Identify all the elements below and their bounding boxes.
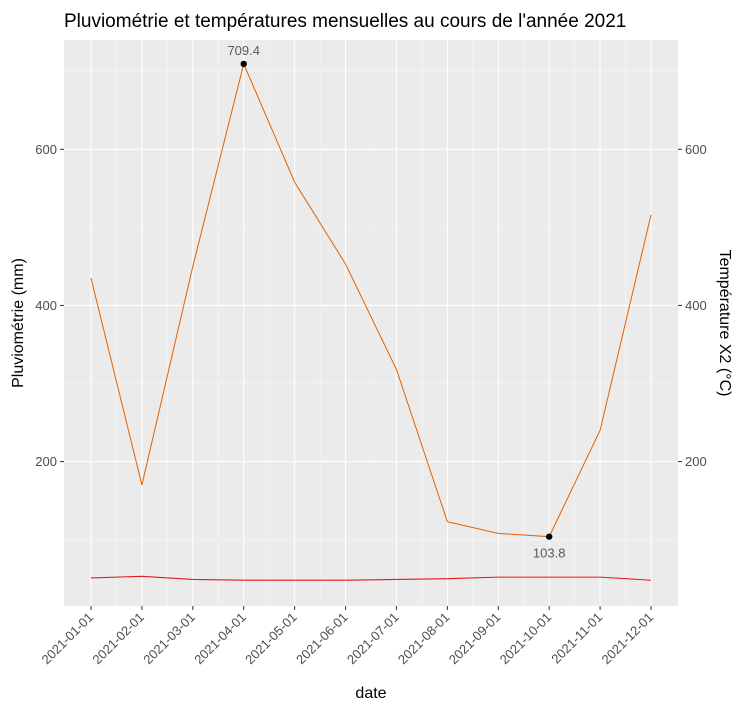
- y-tick-label: 400: [35, 298, 57, 313]
- x-tick-label: 2021-08-01: [395, 610, 453, 668]
- series-line-0: [90, 62, 652, 538]
- annotation-label: 709.4: [227, 43, 260, 58]
- x-tick-label: 2021-02-01: [89, 610, 147, 668]
- x-tick-label: 2021-10-01: [497, 610, 555, 668]
- x-tick-label: 2021-01-01: [38, 610, 96, 668]
- series-line-1: [90, 575, 652, 581]
- x-tick-label: 2021-12-01: [598, 610, 656, 668]
- x-tick-label: 2021-04-01: [191, 610, 249, 668]
- x-tick-label: 2021-05-01: [242, 610, 300, 668]
- y-tick-label: 600: [35, 142, 57, 157]
- x-tick-label: 2021-09-01: [446, 610, 504, 668]
- y2-tick-label: 600: [685, 142, 707, 157]
- annotation-point: [240, 60, 247, 68]
- y2-axis-title: Température X2 (°C): [716, 250, 733, 397]
- y-axis-title: Pluviométrie (mm): [10, 258, 27, 388]
- x-tick-label: 2021-06-01: [293, 610, 351, 668]
- x-tick-label: 2021-03-01: [140, 610, 198, 668]
- annotation-label: 103.8: [533, 546, 566, 561]
- chart-title: Pluviométrie et températures mensuelles …: [64, 11, 626, 32]
- x-tick-label: 2021-07-01: [344, 610, 402, 668]
- annotation-point: [545, 533, 553, 540]
- y2-tick-label: 200: [685, 454, 707, 469]
- x-tick-label: 2021-11-01: [548, 610, 605, 667]
- y-tick-label: 200: [35, 454, 57, 469]
- y2-tick-label: 400: [685, 298, 707, 313]
- x-axis-title: date: [355, 685, 386, 702]
